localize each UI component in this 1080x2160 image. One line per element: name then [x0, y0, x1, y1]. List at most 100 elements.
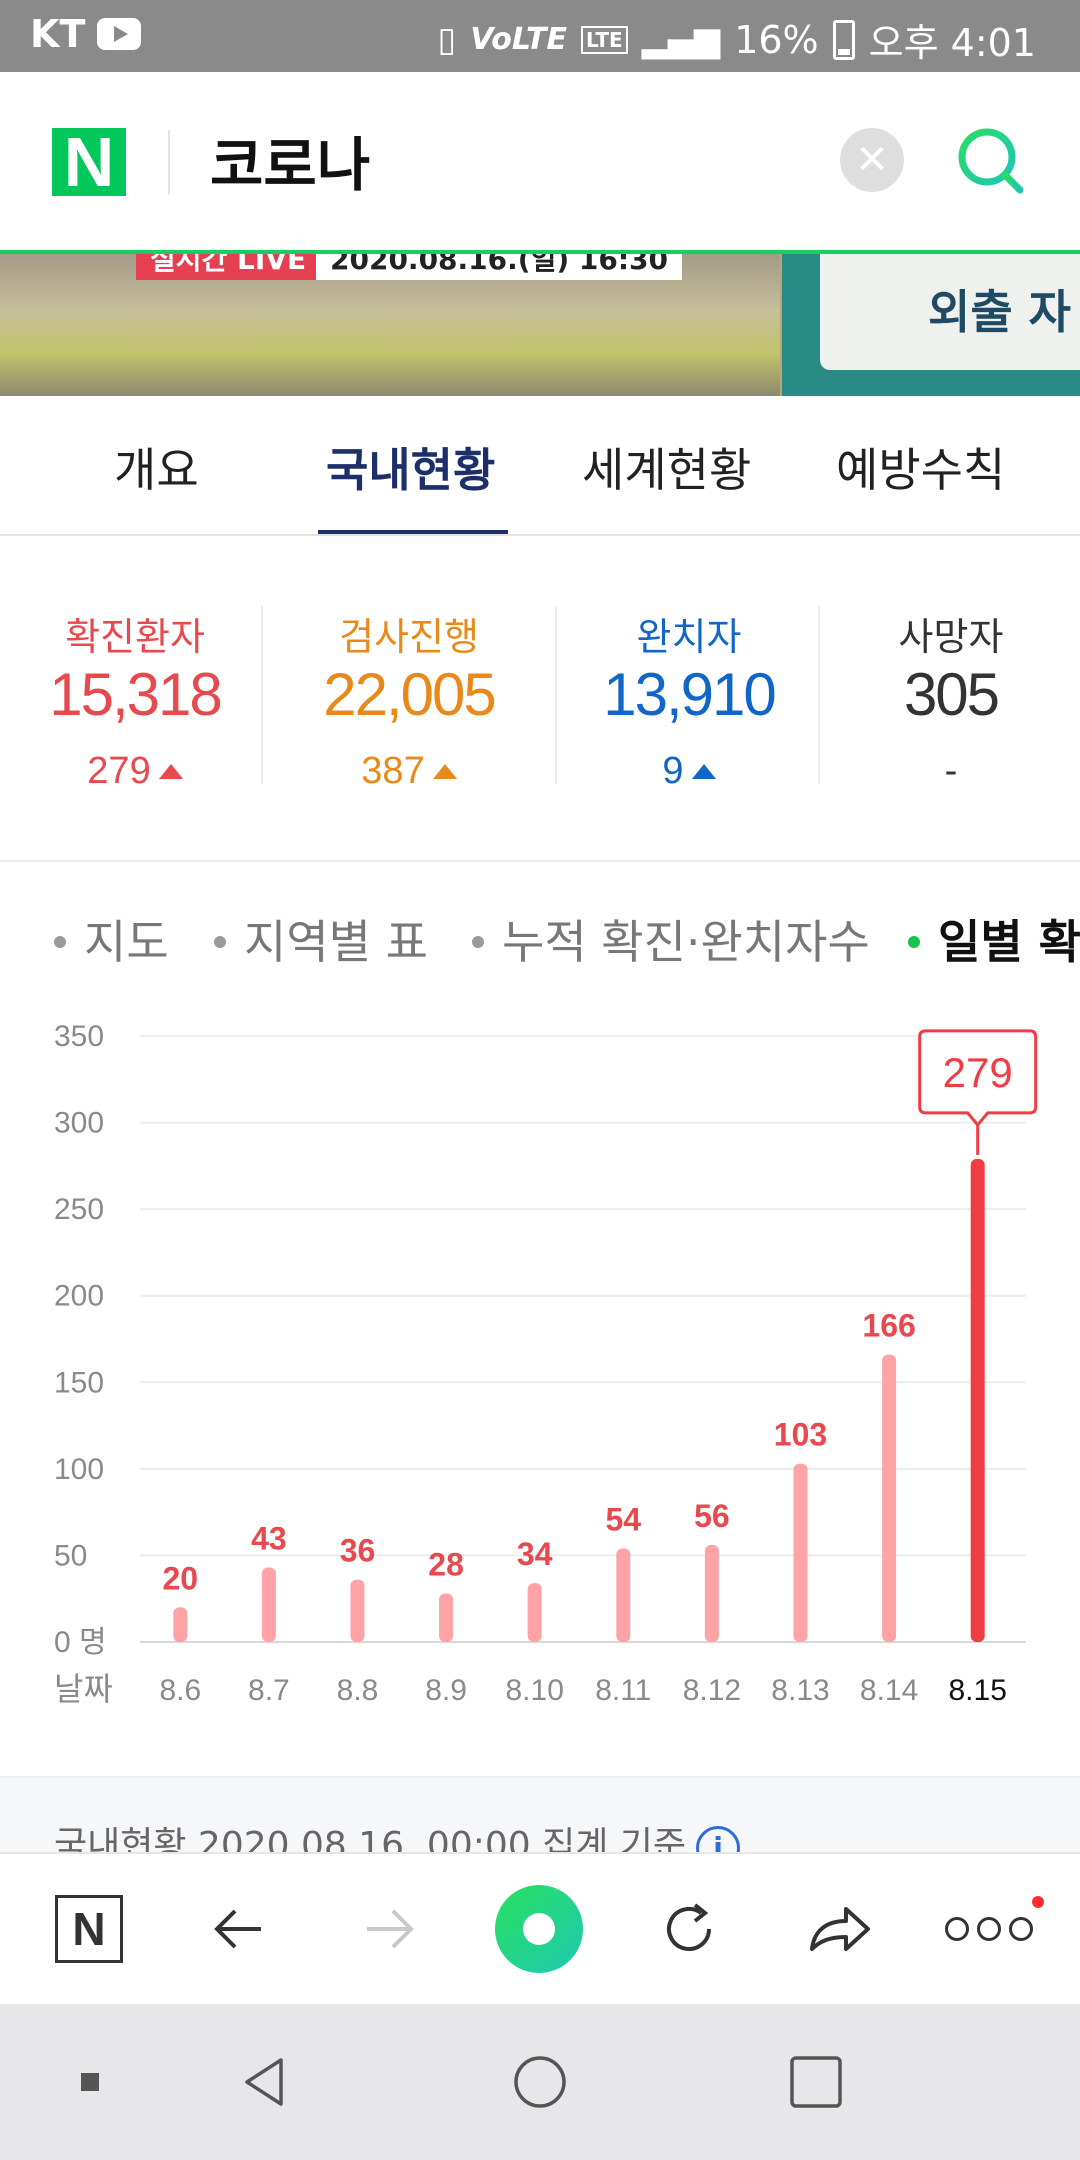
increase-arrow-icon: [158, 764, 183, 779]
x-tick-label: 8.15: [949, 1674, 1007, 1707]
live-video-banner[interactable]: 실시간 LIVE 2020.08.16.(일) 16:30 외출 자: [0, 254, 1080, 396]
x-tick-label: 8.7: [248, 1674, 290, 1707]
daily-cases-chart: 0 명 50 100 150 200 250 300 350 날짜 8.6 20 8.7 43 8.8 36…: [0, 1010, 1080, 1730]
data-label: 56: [694, 1498, 730, 1534]
x-tick-label: 8.8: [337, 1674, 379, 1707]
subtab-region-table[interactable]: 지역별 표: [214, 906, 428, 972]
vibrate-icon: ▯: [437, 19, 457, 60]
triangle-back-icon: [245, 2058, 283, 2106]
back-button[interactable]: [164, 1854, 314, 2004]
forward-arrow-icon: [367, 1909, 414, 1949]
search-query[interactable]: 코로나: [210, 131, 371, 199]
more-dot-icon: [977, 1917, 1001, 1941]
stat-divider: [261, 606, 263, 784]
footer-note: 국내현황 2020.08.16. 00:00 집계 기준 i: [54, 1816, 741, 1854]
more-dot-icon: [945, 1917, 969, 1941]
bar: [350, 1579, 365, 1642]
tab-overview[interactable]: 개요: [114, 443, 199, 497]
share-arrow-icon: [810, 1907, 870, 1951]
system-nav-bar: [0, 2004, 1080, 2160]
stat-delta: 279: [0, 750, 270, 793]
value-callout: [918, 1029, 1038, 1128]
x-tick-label: 8.10: [506, 1674, 564, 1707]
x-tick-label: 8.14: [860, 1674, 918, 1707]
tab-domestic[interactable]: 국내현황: [326, 443, 496, 497]
footer-area: 국내현황 2020.08.16. 00:00 집계 기준 i: [0, 1776, 1080, 1854]
info-icon[interactable]: i: [696, 1826, 741, 1854]
battery-icon: [832, 19, 855, 60]
bar: [616, 1548, 631, 1642]
data-label: 34: [517, 1536, 553, 1572]
bar: [970, 1158, 985, 1642]
more-dot-icon: [1009, 1917, 1033, 1941]
search-button[interactable]: [954, 124, 1028, 198]
clock: 오후 4:01: [868, 21, 1036, 65]
carrier-label: KT: [30, 12, 86, 56]
nav-recents-button[interactable]: [726, 2004, 906, 2160]
increase-arrow-icon: [432, 764, 457, 779]
data-label: 54: [606, 1502, 642, 1538]
x-tick-label: 8.11: [595, 1674, 651, 1707]
stat-delta: -: [944, 750, 958, 792]
x-tick-label: 8.12: [683, 1674, 741, 1707]
bullet-icon: [472, 936, 484, 948]
lte-icon: LTE: [580, 25, 628, 54]
stat-value: 305: [903, 661, 1000, 728]
stat-divider: [818, 606, 820, 784]
y-tick-label: 250: [54, 1193, 104, 1226]
notification-dot-icon: [1032, 1896, 1044, 1908]
x-tick-label: 8.13: [771, 1674, 829, 1707]
data-label: 28: [428, 1547, 464, 1583]
forward-button[interactable]: [314, 1854, 464, 2004]
tab-world[interactable]: 세계현황: [582, 443, 752, 497]
battery-percent: 16%: [734, 17, 819, 62]
share-button[interactable]: [764, 1854, 914, 2004]
nav-home-button[interactable]: [450, 2004, 630, 2160]
tab-prevention[interactable]: 예방수칙: [836, 443, 1006, 497]
bar: [261, 1567, 276, 1642]
back-arrow-icon: [214, 1909, 261, 1949]
stat-value: 13,910: [603, 661, 777, 728]
stat-label: 확진환자: [65, 615, 205, 659]
refresh-button[interactable]: [614, 1854, 764, 2004]
naver-home-icon: N: [55, 1895, 123, 1963]
subtab-map[interactable]: 지도: [54, 906, 169, 972]
clear-search-button[interactable]: ✕: [840, 128, 904, 192]
home-button[interactable]: N: [14, 1854, 164, 2004]
subtab-daily[interactable]: 일별 확: [908, 906, 1080, 972]
banner-sign-text: 외출 자: [928, 285, 1071, 339]
bullet-icon: [214, 936, 226, 948]
live-date: 2020.08.16.(일) 16:30: [316, 254, 682, 280]
square-small-icon: [81, 2073, 99, 2091]
search-header: N 코로나 ✕: [0, 72, 1080, 254]
green-dot-button[interactable]: [464, 1854, 614, 2004]
y-tick-label: 350: [54, 1020, 104, 1053]
data-label: 103: [774, 1417, 827, 1453]
status-bar: KT ▯ VoLTE LTE ▂▄▆ 16% 오후 4:01: [0, 0, 1080, 72]
signal-icon: ▂▄▆: [641, 19, 721, 60]
recent-small-button[interactable]: [0, 2004, 180, 2160]
more-button[interactable]: [914, 1854, 1064, 2004]
y-tick-label: 0 명: [54, 1626, 107, 1659]
stat-value: 15,318: [49, 661, 223, 728]
youtube-notification-icon: [97, 18, 142, 50]
tab-bar: 개요 국내현황 세계현황 예방수칙: [0, 396, 1080, 536]
data-label: 166: [862, 1308, 915, 1344]
data-label: 36: [340, 1533, 376, 1569]
square-recents-icon: [790, 2056, 842, 2108]
header-divider: [168, 130, 170, 194]
stat-delta: 387: [274, 750, 544, 793]
search-icon: [958, 128, 1024, 194]
y-tick-label: 50: [54, 1539, 87, 1572]
stat-value: 22,005: [323, 661, 497, 728]
bar: [882, 1354, 897, 1642]
x-tick-label: 8.6: [159, 1674, 201, 1707]
bar: [704, 1545, 719, 1642]
nav-back-button[interactable]: [175, 2004, 355, 2160]
naver-logo[interactable]: N: [52, 127, 126, 197]
browser-toolbar: N: [0, 1852, 1080, 2004]
volte-icon: VoLTE: [470, 22, 567, 57]
bar: [173, 1607, 188, 1642]
data-label: 43: [251, 1521, 287, 1557]
subtab-cumulative[interactable]: 누적 확진·완치자수: [472, 906, 870, 972]
